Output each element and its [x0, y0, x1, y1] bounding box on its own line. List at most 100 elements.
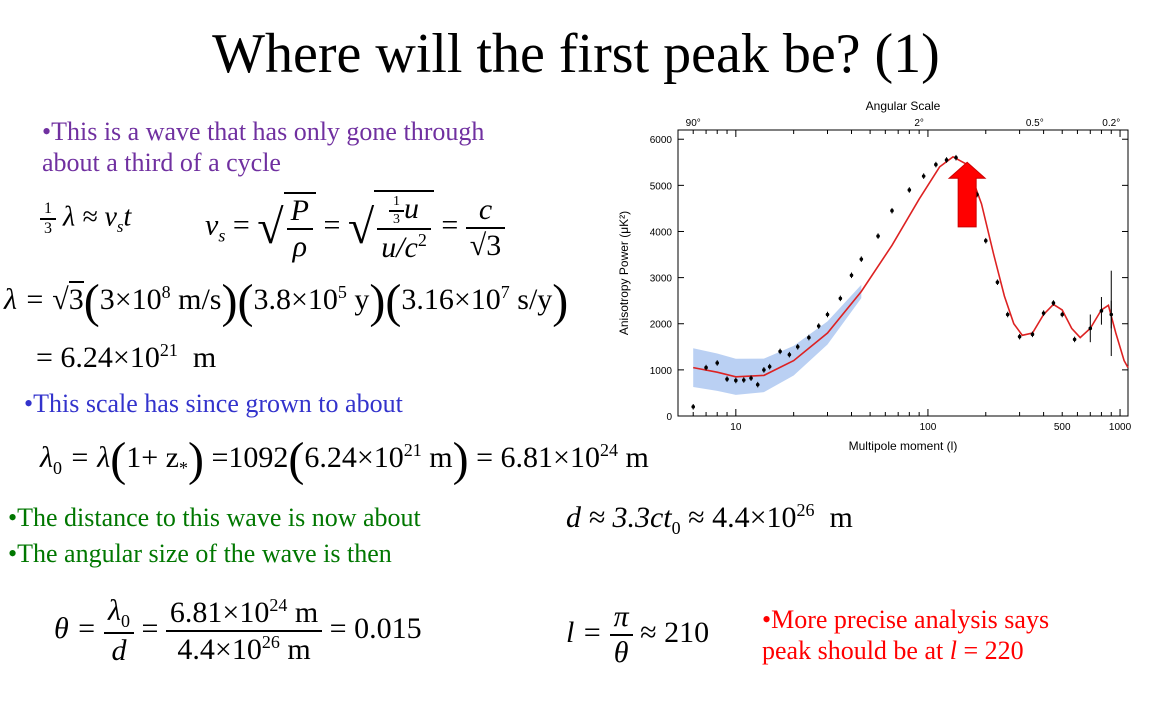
- data-point-18: [859, 257, 864, 261]
- theta-result: = 0.015: [329, 611, 422, 645]
- term3-unit: s/y: [517, 283, 553, 316]
- radical-1: √: [257, 201, 284, 255]
- data-point-31: [1017, 334, 1022, 339]
- term1-exp: 8: [161, 282, 171, 302]
- eq-sign-2: =: [323, 208, 341, 242]
- theta-num2-unit: m: [294, 596, 319, 629]
- lambda0-result: = 6.81×10: [476, 441, 600, 474]
- data-point-10: [778, 349, 782, 354]
- d-eq: d ≈ 3.3ct: [566, 501, 672, 534]
- radical-4: √: [52, 283, 69, 316]
- y-tick-label-3: 3000: [650, 274, 673, 285]
- y-tick-label-6: 6000: [650, 135, 673, 146]
- data-point-17: [849, 273, 854, 278]
- data-point-11: [787, 352, 792, 357]
- data-point-38: [1099, 309, 1104, 313]
- x-tick-label-0: 10: [730, 422, 742, 433]
- y-tick-label-2: 2000: [650, 320, 673, 331]
- data-point-5: [741, 378, 746, 382]
- data-point-3: [725, 377, 729, 381]
- frac-num: 1: [40, 200, 56, 220]
- data-point-32: [1030, 332, 1035, 337]
- x-tick-label-2: 500: [1054, 422, 1071, 433]
- data-point-12: [795, 345, 800, 349]
- bullet-precise-line1: •More precise analysis says: [762, 605, 1050, 634]
- eq-theta: θ = λ0 d = 6.81×1024 m 4.4×1026 m = 0.015: [54, 594, 422, 668]
- theta-lhs: θ =: [54, 611, 97, 645]
- term1: 3×10: [99, 283, 162, 316]
- term2: 3.8×10: [253, 283, 338, 316]
- data-point-22: [921, 174, 926, 178]
- y-tick-label-0: 0: [666, 412, 672, 423]
- lambda-result-exp: 21: [159, 340, 178, 360]
- d-exp: 26: [796, 500, 815, 520]
- sqrt3-val: 3: [486, 226, 502, 262]
- data-point-6: [749, 376, 753, 380]
- data-point-29: [995, 280, 1000, 285]
- lambda0-lhs: λ: [40, 441, 53, 474]
- theta-den2-unit: m: [287, 633, 311, 666]
- term1-unit: m/s: [178, 283, 222, 316]
- term2-exp: 5: [337, 282, 347, 302]
- data-point-33: [1041, 311, 1046, 315]
- page-title: Where will the first peak be? (1): [212, 23, 940, 85]
- bullet-angular-size: •The angular size of the wave is then: [8, 539, 392, 568]
- data-point-28: [983, 238, 988, 243]
- bullet-wave-third-line2: about a third of a cycle: [42, 148, 281, 177]
- top-axis-title: Angular Scale: [866, 99, 941, 113]
- sym-p: P: [290, 193, 309, 227]
- precise-l2a: peak should be at: [762, 636, 950, 665]
- one-plus-z: 1+ z: [126, 441, 179, 474]
- y-tick-label-1: 1000: [650, 366, 673, 377]
- data-point-15: [825, 312, 830, 317]
- eq1-text: λ ≈ v: [63, 201, 117, 233]
- sqrt-u-ratio: 1 3 u u/c2: [374, 190, 434, 265]
- theta-num1-sub: 0: [120, 611, 130, 631]
- lambda0-sub: 0: [53, 458, 62, 478]
- eq-third-wavelength: 1 3 λ ≈ vst: [40, 200, 131, 238]
- l-den: θ: [613, 636, 629, 669]
- lambda0-result-exp: 24: [599, 440, 618, 460]
- term3: 3.16×10: [401, 283, 501, 316]
- term2-unit: y: [354, 283, 370, 316]
- data-point-20: [890, 208, 894, 213]
- l-result: ≈ 210: [640, 615, 710, 649]
- eq-distance: d ≈ 3.3ct0 ≈ 4.4×1026 m: [566, 500, 853, 539]
- data-point-0: [691, 404, 696, 409]
- theta-den1: d: [111, 634, 127, 667]
- data-point-37: [1088, 326, 1093, 331]
- u-frac-num: 1: [389, 194, 405, 213]
- sym-u: u: [404, 192, 420, 225]
- data-point-14: [816, 324, 821, 328]
- theta-num2-exp: 24: [269, 595, 288, 615]
- data-point-16: [838, 296, 843, 301]
- d-result: ≈ 4.4×10: [688, 501, 797, 534]
- data-point-35: [1060, 312, 1065, 317]
- eq-sign-theta: =: [141, 611, 159, 645]
- lambda-result-unit: m: [192, 341, 217, 374]
- x-tick-label-1: 100: [920, 422, 937, 433]
- lambda0-result-unit: m: [625, 441, 649, 474]
- data-point-4: [734, 378, 738, 383]
- eq-lambda-result: = 6.24×1021 m: [36, 340, 216, 375]
- d-sub: 0: [671, 518, 681, 538]
- data-point-24: [944, 158, 949, 162]
- data-point-8: [762, 368, 766, 372]
- sym-rho: ρ: [292, 229, 307, 263]
- data-point-21: [907, 188, 912, 192]
- theta-den2: 4.4×10: [177, 633, 262, 666]
- plot-frame: [677, 129, 1129, 417]
- eq-lambda-product: λ = √3(3×108 m/s)(3.8×105 y)(3.16×107 s/…: [4, 274, 569, 328]
- data-point-23: [934, 162, 938, 167]
- data-point-19: [876, 234, 880, 238]
- term3-exp: 7: [500, 282, 510, 302]
- eq1-sub: s: [116, 217, 124, 237]
- top-tick-label-0: 90°: [686, 118, 701, 129]
- eq-sign-3: =: [441, 208, 459, 242]
- vs-sub: s: [218, 225, 226, 246]
- precise-l2c: = 220: [956, 636, 1024, 665]
- lambda0-mid: = λ: [69, 441, 111, 474]
- eq-1092: =1092: [211, 441, 289, 474]
- peak-arrow-icon: [947, 161, 987, 228]
